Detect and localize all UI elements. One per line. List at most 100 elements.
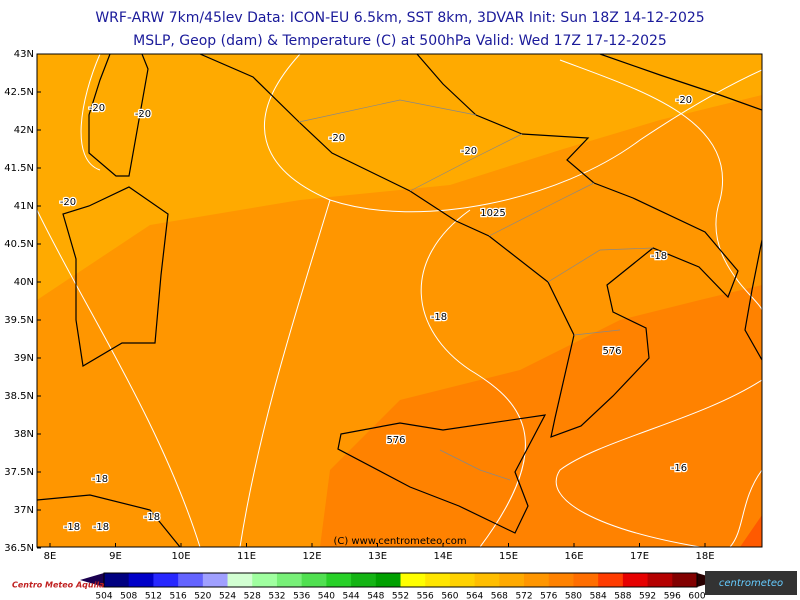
lon-label: 8E [44, 551, 57, 562]
colorbar-swatch [178, 573, 204, 587]
lon-label: 9E [109, 551, 122, 562]
temperature-field [37, 54, 762, 300]
logo-right: centrometeo [719, 578, 783, 589]
colorbar-swatch [474, 573, 500, 587]
contour-label: -18 [144, 512, 160, 523]
contour-label: 1025 [480, 208, 505, 219]
lat-label: 43N [14, 49, 34, 60]
map-frame [36, 53, 763, 548]
colorbar-swatch [647, 573, 673, 587]
colorbar-label: 508 [120, 592, 137, 600]
map [37, 54, 762, 547]
colorbar-frame [103, 572, 698, 588]
lat-label: 37.5N [4, 467, 34, 478]
colorbar-swatch [524, 573, 550, 587]
colorbar-label: 552 [392, 592, 409, 600]
colorbar-swatch [499, 573, 525, 587]
contour-label: 576 [386, 435, 405, 446]
coastline [37, 54, 762, 547]
colorbar: 504 508 512 516 520 524 528 532 536 540 544 548 552 5… [80, 572, 721, 600]
lat-label: 40N [14, 277, 34, 288]
colorbar-label: 588 [614, 592, 631, 600]
colorbar-label: 524 [219, 592, 236, 600]
header-line2: MSLP, Geop (dam) & Temperature (C) at 50… [133, 33, 667, 49]
colorbar-label: 580 [565, 592, 582, 600]
colorbar-swatch [202, 573, 229, 587]
colorbar-swatch [573, 573, 599, 587]
contour-label: -18 [93, 522, 109, 533]
temperature-field [740, 515, 762, 547]
header-line1: WRF-ARW 7km/45lev Data: ICON-EU 6.5km, S… [95, 10, 704, 26]
colorbar-label: 556 [417, 592, 434, 600]
colorbar-label: 520 [194, 592, 211, 600]
lon-label: 16E [564, 551, 583, 562]
lat-label: 36.5N [4, 543, 34, 554]
contour-label: 576 [602, 346, 621, 357]
colorbar-swatch [252, 573, 278, 587]
colorbar-label: 548 [367, 592, 384, 600]
credit: (C) www.centrometeo.com [333, 536, 466, 547]
contour-label: -16 [671, 463, 687, 474]
colorbar-label: 592 [639, 592, 656, 600]
colorbar-label: 572 [515, 592, 532, 600]
colorbar-label: 576 [540, 592, 557, 600]
colorbar-label: 536 [293, 592, 310, 600]
lat-label: 37N [14, 505, 34, 516]
colorbar-label: 528 [244, 592, 261, 600]
colorbar-swatch [400, 573, 426, 587]
contour-label: -18 [64, 522, 80, 533]
lat-label: 40.5N [4, 239, 34, 250]
colorbar-swatch [276, 573, 303, 587]
colorbar-swatch [104, 573, 130, 587]
colorbar-swatch [375, 573, 401, 587]
colorbar-label: 544 [342, 592, 359, 600]
lon-label: 13E [368, 551, 387, 562]
contour-label: -20 [461, 146, 477, 157]
lat-label: 41.5N [4, 163, 34, 174]
borders [298, 99, 654, 481]
colorbar-swatch [672, 573, 698, 587]
colorbar-label: 504 [95, 592, 112, 600]
colorbar-swatch [622, 573, 649, 587]
contour-label: -20 [135, 109, 151, 120]
colorbar-label: 600 [688, 592, 705, 600]
colorbar-label: 596 [664, 592, 681, 600]
lon-label: 12E [302, 551, 321, 562]
colorbar-swatch [326, 573, 352, 587]
colorbar-swatch [425, 573, 451, 587]
colorbar-label: 584 [590, 592, 607, 600]
lon-label: 17E [630, 551, 649, 562]
lat-label: 42.5N [4, 87, 34, 98]
colorbar-swatch [598, 573, 624, 587]
contour-label: -18 [431, 312, 447, 323]
colorbar-label: 568 [491, 592, 508, 600]
lat-label: 38N [14, 429, 34, 440]
colorbar-swatch [351, 573, 377, 587]
colorbar-swatch [153, 573, 179, 587]
lat-label: 42N [14, 125, 34, 136]
colorbar-label: 540 [318, 592, 335, 600]
lon-label: 10E [171, 551, 190, 562]
colorbar-label: 564 [466, 592, 483, 600]
isolines [37, 54, 762, 547]
colorbar-arrow [80, 573, 104, 587]
lon-label: 18E [695, 551, 714, 562]
colorbar-swatch [548, 573, 574, 587]
colorbar-label: 560 [441, 592, 458, 600]
colorbar-swatch [449, 573, 476, 587]
lon-label: 11E [237, 551, 256, 562]
lat-label: 39N [14, 353, 34, 364]
lat-label: 38.5N [4, 391, 34, 402]
colorbar-swatch [227, 573, 253, 587]
lon-label: 15E [499, 551, 518, 562]
colorbar-label: 532 [268, 592, 285, 600]
logo-right-bg [705, 571, 797, 595]
lon-label: 14E [433, 551, 452, 562]
contour-label: -18 [92, 474, 108, 485]
contour-label: -18 [651, 251, 667, 262]
contour-label: -20 [89, 103, 105, 114]
colorbar-swatch [128, 573, 154, 587]
colorbar-label: 512 [145, 592, 162, 600]
logo-left: Centro Meteo Aquila [12, 581, 104, 590]
